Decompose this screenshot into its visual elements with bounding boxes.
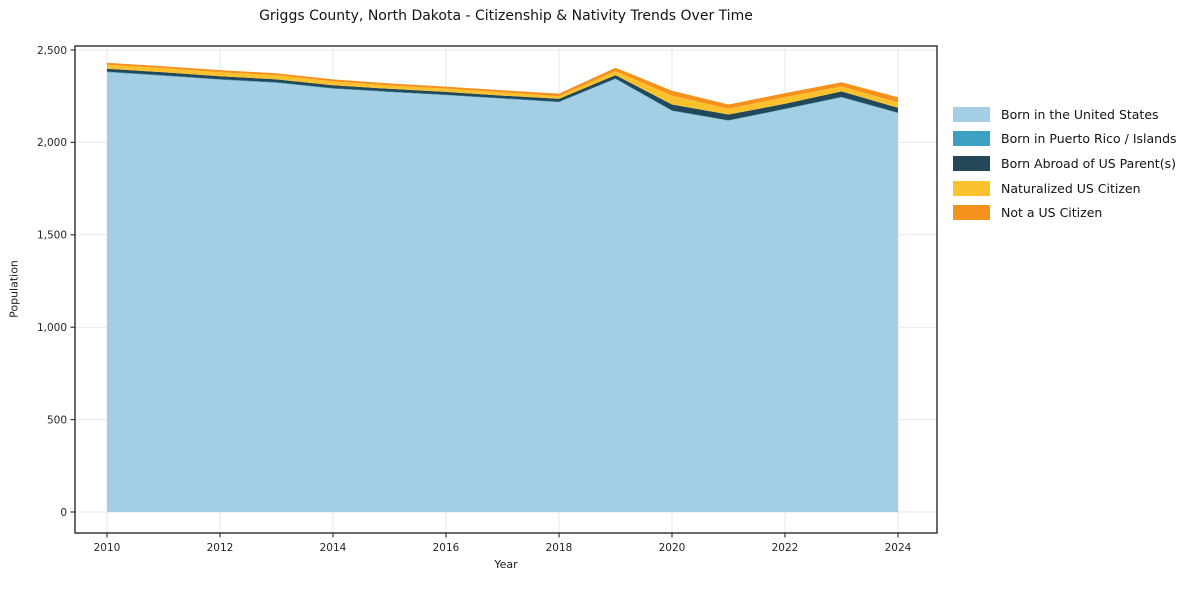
plot-border (74, 45, 938, 534)
area-born-in-the-united-states (107, 72, 898, 512)
legend-swatch-puerto-rico (953, 131, 990, 147)
legend-swatch-born-us (953, 106, 990, 122)
y-tick-label: 0 (60, 507, 67, 519)
legend: Born in the United States Born in Puerto… (953, 102, 1177, 225)
y-tick-label: 500 (47, 414, 67, 426)
legend-swatch-naturalized (953, 180, 990, 196)
x-tick-label: 2018 (546, 542, 573, 554)
y-axis-label: Population (7, 260, 21, 318)
x-tick-label: 2022 (772, 542, 799, 554)
legend-swatch-born-abroad (953, 155, 990, 171)
x-tick-label: 2016 (433, 542, 460, 554)
area-born-abroad-of-us-parent-s (107, 68, 898, 121)
legend-label: Not a US Citizen (1001, 205, 1103, 221)
legend-item: Born Abroad of US Parent(s) (953, 151, 1177, 176)
legend-item: Not a US Citizen (953, 200, 1177, 225)
chart-title: Griggs County, North Dakota - Citizenshi… (259, 8, 753, 24)
x-tick-label: 2014 (320, 542, 347, 554)
legend-item: Naturalized US Citizen (953, 176, 1177, 201)
x-tick-label: 2012 (207, 542, 234, 554)
x-axis-label: Year (494, 558, 518, 571)
legend-label: Born in the United States (1001, 106, 1159, 122)
y-tick-label: 2,500 (37, 45, 67, 57)
x-tick-label: 2024 (885, 542, 912, 554)
legend-swatch-not-citizen (953, 205, 990, 221)
x-tick-label: 2020 (659, 542, 686, 554)
stacked-areas (107, 62, 898, 512)
legend-label: Naturalized US Citizen (1001, 180, 1141, 196)
y-tick-label: 1,000 (37, 322, 67, 334)
legend-label: Born Abroad of US Parent(s) (1001, 155, 1176, 171)
y-tick-label: 2,000 (37, 137, 67, 149)
y-tick-label: 1,500 (37, 230, 67, 242)
axes: 2010 2012 2014 2016 2018 2020 2022 2024 0 500 1,00… (37, 45, 938, 554)
legend-item: Born in Puerto Rico / Islands (953, 127, 1177, 152)
x-tick-label: 2010 (94, 542, 121, 554)
legend-label: Born in Puerto Rico / Islands (1001, 131, 1177, 147)
legend-item: Born in the United States (953, 102, 1177, 127)
